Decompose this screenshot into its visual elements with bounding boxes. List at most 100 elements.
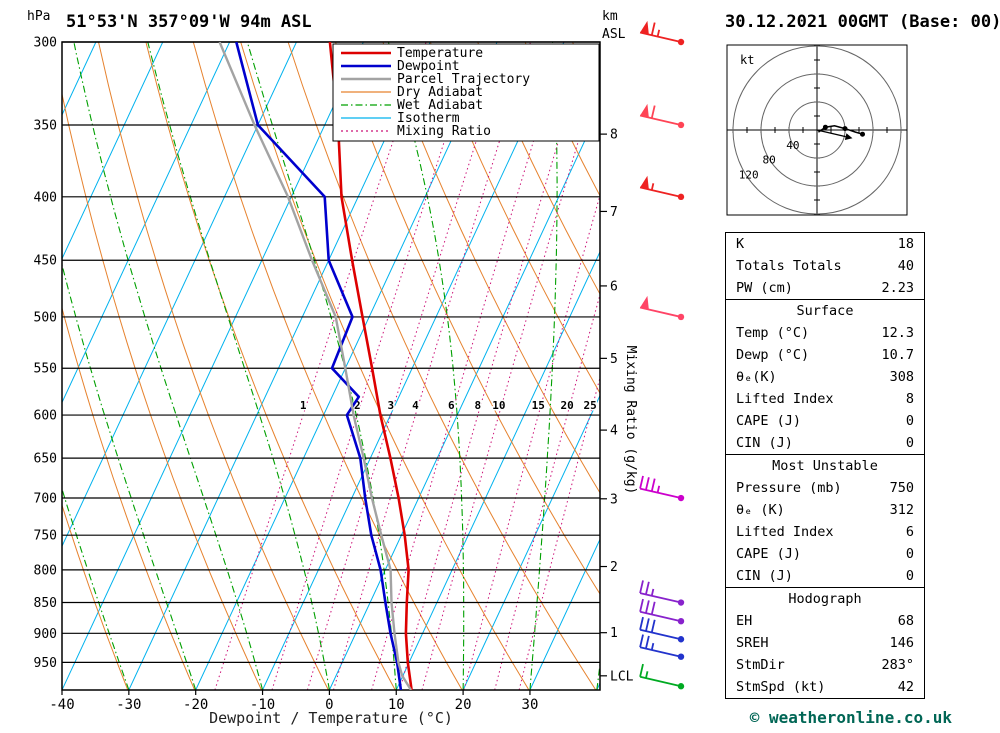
stat-label: Pressure (mb) [736,480,842,496]
stats-panel: K 18 Totals Totals 40 PW (cm) 2.23 [725,232,925,300]
svg-text:550: 550 [34,362,57,377]
stat-row: Lifted Index 8 [726,388,924,410]
panel-header: Surface [796,303,854,319]
stat-value: 12.3 [881,325,914,341]
svg-text:LCL: LCL [610,669,634,684]
panel-header: Hodograph [788,591,862,607]
stat-value: 308 [889,369,914,385]
svg-text:3: 3 [610,492,618,507]
hodograph-unit-label: kt [740,53,754,67]
pressure-unit-label: hPa [27,9,50,24]
stats-tables: K 18 Totals Totals 40 PW (cm) 2.23 Surface Temp… [725,232,925,699]
svg-text:450: 450 [34,254,57,269]
svg-text:-30: -30 [116,697,141,713]
stat-value: 0 [905,435,914,451]
mixing-ratio-value-labels: 1 2 3 4 6 8 10 15 20 25 [298,398,598,414]
stat-label: CAPE (J) [736,546,802,562]
stat-label: SREH [736,635,769,651]
stat-row: StmSpd (kt) 42 [726,676,924,698]
svg-text:8: 8 [474,399,481,412]
svg-text:800: 800 [34,563,57,578]
stat-value: 40 [897,258,914,274]
stat-label: CAPE (J) [736,413,802,429]
stat-row: K 18 [726,233,924,255]
svg-text:-40: -40 [49,697,74,713]
svg-text:600: 600 [34,409,57,424]
svg-text:350: 350 [34,118,57,133]
stat-label: Lifted Index [736,391,834,407]
svg-text:20: 20 [561,399,574,412]
svg-text:750: 750 [34,529,57,544]
stat-label: StmDir [736,657,785,673]
svg-text:2: 2 [354,399,361,412]
panel-header: Most Unstable [772,458,878,474]
datetime-title: 30.12.2021 00GMT (Base: 00) [725,12,1000,32]
svg-text:-10: -10 [250,697,275,713]
stat-row: CAPE (J) 0 [726,543,924,565]
temperature-curve [328,42,413,690]
stat-row: θₑ (K) 312 [726,499,924,521]
station-title: 51°53'N 357°09'W 94m ASL [66,12,312,32]
stat-value: 312 [889,502,914,518]
stat-value: 6 [905,524,914,540]
svg-text:0: 0 [325,697,333,713]
pressure-axis-labels: 300 350 400 450 500 550 600 650 700 750 800 850 900 9… [34,36,57,671]
svg-text:950: 950 [34,656,57,671]
stat-value: 42 [897,679,914,695]
svg-text:15: 15 [532,399,545,412]
svg-text:Dry Adiabat: Dry Adiabat [397,85,483,100]
stat-value: 10.7 [881,347,914,363]
x-axis-label: Dewpoint / Temperature (°C) [209,709,453,727]
svg-text:7: 7 [610,205,618,220]
stat-value: 750 [889,480,914,496]
svg-text:6: 6 [448,399,455,412]
stats-panel: Hodograph EH 68 SREH 146 StmDir 283° StmSpd (kt… [725,587,925,699]
svg-text:8: 8 [610,128,618,143]
stat-value: 18 [897,236,914,252]
stat-value: 283° [881,657,914,673]
svg-text:120: 120 [739,169,759,182]
svg-text:1: 1 [610,626,618,641]
svg-text:Dewpoint: Dewpoint [397,59,460,74]
svg-text:Temperature: Temperature [397,46,483,61]
svg-text:1: 1 [300,399,307,412]
svg-text:3: 3 [387,399,394,412]
stat-label: Totals Totals [736,258,842,274]
stat-row: StmDir 283° [726,654,924,676]
svg-text:400: 400 [34,190,57,205]
temperature-axis-labels: -40 -30 -20 -10 0 10 20 30 [49,690,538,713]
copyright-text: © weatheronline.co.uk [750,708,953,727]
stat-value: 68 [897,613,914,629]
dewpoint-curve [235,42,403,690]
stat-row: θₑ(K) 308 [726,366,924,388]
svg-text:40: 40 [786,139,799,152]
stat-row: SREH 146 [726,632,924,654]
svg-text:5: 5 [610,352,618,367]
stat-value: 0 [905,568,914,584]
stat-row: Lifted Index 6 [726,521,924,543]
svg-text:2: 2 [610,560,618,575]
stat-label: PW (cm) [736,280,793,296]
stat-value: 146 [889,635,914,651]
svg-text:Isotherm: Isotherm [397,111,460,126]
svg-text:500: 500 [34,310,57,325]
stat-label: StmSpd (kt) [736,679,826,695]
stat-label: K [736,236,745,252]
stat-row: Temp (°C) 12.3 [726,322,924,344]
svg-text:Parcel Trajectory: Parcel Trajectory [397,72,530,87]
stat-value: 2.23 [881,280,914,296]
altitude-axis: 8 7 6 5 4 3 2 1 LCL [600,128,634,684]
stat-label: Temp (°C) [736,325,810,341]
svg-text:10: 10 [388,697,405,713]
stat-label: Dewp (°C) [736,347,810,363]
stat-label: θₑ (K) [736,502,785,518]
svg-text:30: 30 [522,697,539,713]
svg-text:650: 650 [34,452,57,467]
stat-label: Lifted Index [736,524,834,540]
stat-row: Totals Totals 40 [726,255,924,277]
parcel-trajectory-curve [218,42,413,690]
svg-text:80: 80 [763,154,776,167]
hodograph-panel: 40 80 120 kt [726,44,908,216]
km-axis-unit-km: km [602,9,618,24]
